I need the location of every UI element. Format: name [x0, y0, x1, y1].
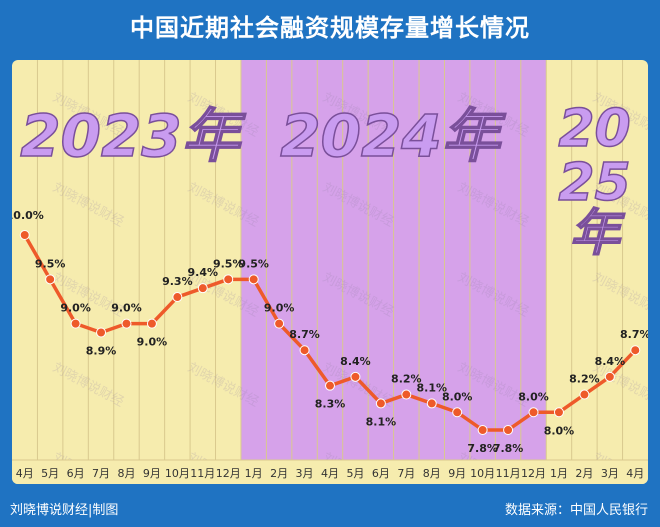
- x-tick-label: 10月: [165, 467, 190, 480]
- x-tick-label: 1月: [550, 467, 568, 480]
- x-tick-label: 5月: [41, 467, 59, 480]
- data-point: [528, 407, 539, 418]
- x-tick-label: 4月: [626, 467, 644, 480]
- data-label: 8.2%: [391, 373, 422, 386]
- data-label: 8.4%: [340, 355, 371, 368]
- data-label: 9.0%: [60, 302, 91, 315]
- year-label-2023: 2023年: [20, 102, 246, 170]
- data-label: 9.4%: [188, 266, 219, 279]
- data-point: [477, 425, 488, 435]
- x-tick-label: 12月: [216, 467, 241, 480]
- data-label: 10.0%: [12, 209, 44, 222]
- data-label: 9.0%: [264, 302, 295, 315]
- data-point: [452, 407, 463, 418]
- data-point: [19, 230, 30, 240]
- data-point: [630, 345, 641, 356]
- data-point: [274, 318, 285, 329]
- data-point: [223, 274, 234, 285]
- data-label: 8.0%: [518, 390, 549, 403]
- data-point: [121, 318, 132, 329]
- data-label: 9.5%: [35, 257, 66, 270]
- data-label: 8.2%: [569, 373, 600, 386]
- data-point: [70, 318, 81, 329]
- year-label-2025-part1: 20: [558, 99, 630, 159]
- data-label: 8.0%: [544, 424, 575, 437]
- data-point: [375, 398, 386, 409]
- footer-source: 数据来源：中国人民银行: [504, 503, 648, 518]
- data-point: [401, 389, 412, 400]
- data-point: [299, 345, 310, 356]
- data-label: 8.4%: [595, 355, 626, 368]
- data-point: [350, 371, 361, 382]
- data-point: [553, 407, 564, 418]
- x-tick-label: 12月: [521, 467, 546, 480]
- x-tick-label: 4月: [321, 467, 339, 480]
- x-tick-label: 6月: [67, 467, 85, 480]
- data-label: 8.3%: [315, 398, 346, 411]
- x-tick-label: 8月: [117, 467, 135, 480]
- x-tick-label: 7月: [397, 467, 415, 480]
- data-label: 9.3%: [162, 275, 193, 288]
- year-label-2025-part3: 年: [570, 204, 626, 262]
- x-tick-label: 8月: [423, 467, 441, 480]
- x-tick-label: 1月: [245, 467, 263, 480]
- data-label: 7.8%: [493, 442, 524, 455]
- data-label: 8.7%: [289, 328, 320, 341]
- footer-credit: 刘晓博说财经|制图: [10, 503, 119, 518]
- x-tick-label: 4月: [16, 467, 34, 480]
- data-label: 9.0%: [111, 302, 142, 315]
- x-tick-label: 9月: [448, 467, 466, 480]
- year-label-2024: 2024年: [280, 102, 506, 170]
- x-tick-label: 2月: [575, 467, 593, 480]
- data-label: 8.9%: [86, 345, 117, 358]
- x-tick-label: 9月: [143, 467, 161, 480]
- data-label: 8.7%: [620, 328, 648, 341]
- data-point: [45, 274, 56, 285]
- x-tick-label: 2月: [270, 467, 288, 480]
- data-point: [197, 283, 208, 294]
- watermark-text: 刘晓博说财经: [590, 270, 648, 320]
- data-label: 9.5%: [238, 257, 269, 270]
- x-tick-label: 11月: [496, 467, 521, 480]
- x-tick-label: 6月: [372, 467, 390, 480]
- x-tick-label: 10月: [470, 467, 495, 480]
- data-point: [146, 318, 157, 329]
- x-tick-label: 3月: [296, 467, 314, 480]
- data-point: [172, 292, 183, 303]
- data-point: [503, 425, 514, 435]
- x-tick-label: 3月: [601, 467, 619, 480]
- data-label: 9.5%: [213, 257, 244, 270]
- data-label: 8.0%: [442, 390, 473, 403]
- data-point: [579, 389, 590, 400]
- data-point: [426, 398, 437, 409]
- chart-title: 中国近期社会融资规模存量增长情况: [130, 14, 530, 42]
- data-label: 7.8%: [467, 442, 498, 455]
- data-point: [604, 371, 615, 382]
- data-point: [96, 327, 107, 338]
- x-axis-band: [12, 460, 648, 484]
- data-label: 9.0%: [137, 336, 168, 349]
- data-point: [325, 380, 335, 391]
- x-tick-label: 11月: [190, 467, 215, 480]
- data-point: [248, 274, 259, 285]
- x-tick-label: 7月: [92, 467, 110, 480]
- x-tick-label: 5月: [346, 467, 364, 480]
- data-label: 8.1%: [417, 381, 448, 394]
- chart-panel: 刘晓博说财经 刘晓博说财经 刘晓博说财经 刘晓博说财经 刘晓博说财经 刘晓博说财经 刘晓博说…: [12, 60, 648, 484]
- year-label-2025-part2: 25: [558, 153, 630, 213]
- data-label: 8.1%: [366, 415, 397, 428]
